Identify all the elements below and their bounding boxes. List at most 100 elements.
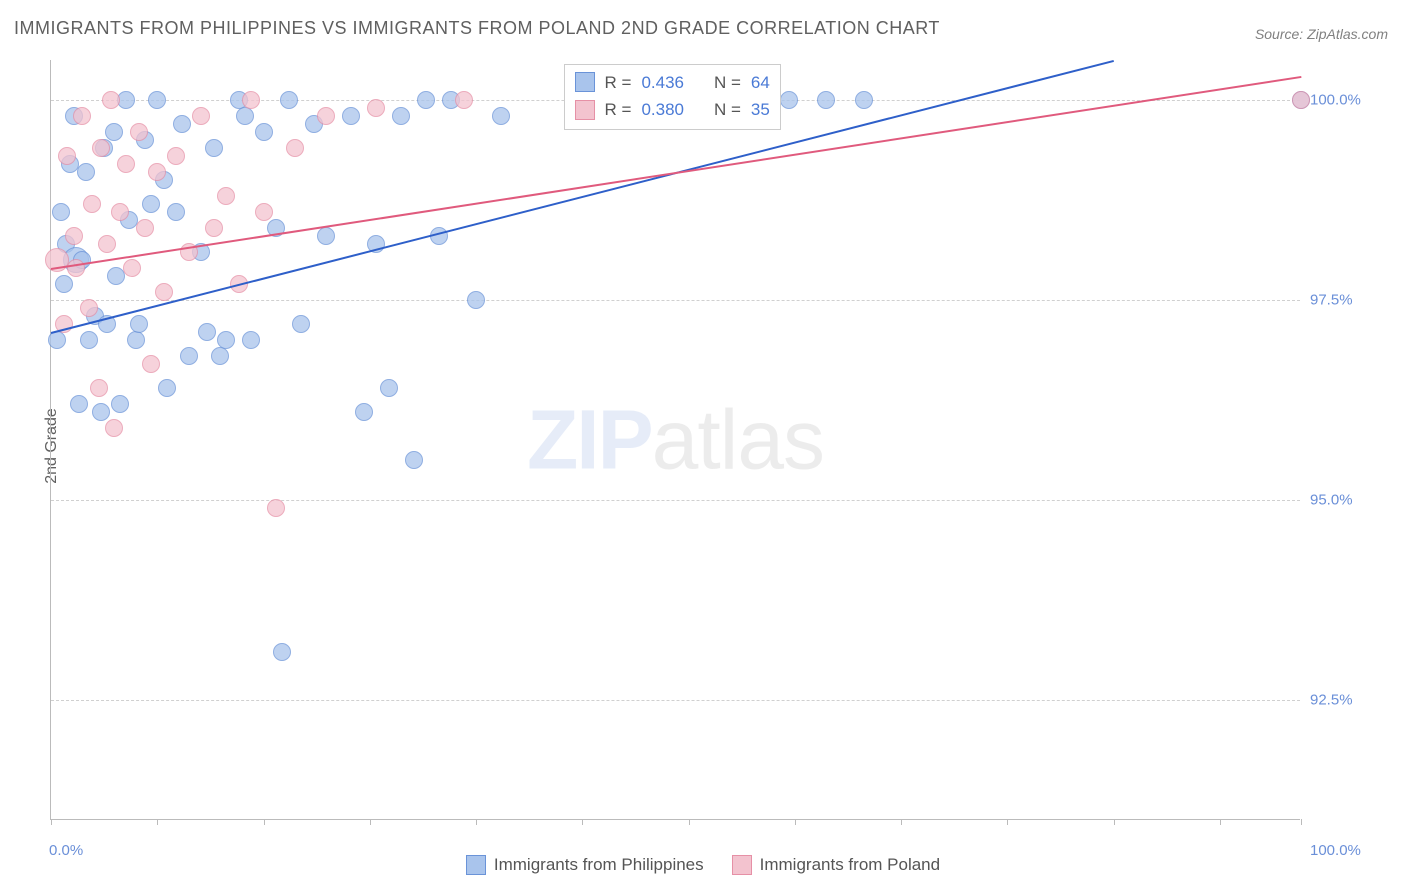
data-point — [198, 323, 216, 341]
legend-r-value: 0.380 — [641, 96, 684, 123]
data-point — [148, 91, 166, 109]
legend-r-value: 0.436 — [641, 69, 684, 96]
x-tick-mark — [582, 819, 583, 825]
data-point — [455, 91, 473, 109]
data-point — [130, 123, 148, 141]
y-tick-label: 100.0% — [1310, 92, 1390, 109]
data-point — [217, 331, 235, 349]
x-tick-mark — [476, 819, 477, 825]
data-point — [280, 91, 298, 109]
data-point — [205, 219, 223, 237]
x-tick-mark — [370, 819, 371, 825]
data-point — [142, 195, 160, 213]
data-point — [380, 379, 398, 397]
data-point — [405, 451, 423, 469]
data-point — [55, 275, 73, 293]
data-point — [467, 291, 485, 309]
data-point — [77, 163, 95, 181]
legend-n-value: 64 — [751, 69, 770, 96]
data-point — [107, 267, 125, 285]
legend-r-label: R = — [605, 69, 632, 96]
legend-bottom: Immigrants from Philippines Immigrants fr… — [0, 855, 1406, 880]
legend-series-name: Immigrants from Poland — [760, 855, 940, 875]
data-point — [286, 139, 304, 157]
data-point — [255, 123, 273, 141]
data-point — [73, 107, 91, 125]
plot-area: ZIPatlas 100.0%97.5%95.0%92.5%0.0%100.0%… — [50, 60, 1300, 820]
y-tick-label: 97.5% — [1310, 292, 1390, 309]
data-point — [155, 283, 173, 301]
chart-container: IMMIGRANTS FROM PHILIPPINES VS IMMIGRANT… — [0, 0, 1406, 892]
data-point — [855, 91, 873, 109]
legend-n-label: N = — [714, 69, 741, 96]
data-point — [292, 315, 310, 333]
legend-swatch — [575, 72, 595, 92]
data-point — [83, 195, 101, 213]
data-point — [111, 203, 129, 221]
data-point — [111, 395, 129, 413]
y-tick-label: 92.5% — [1310, 692, 1390, 709]
data-point — [205, 139, 223, 157]
data-point — [148, 163, 166, 181]
data-point — [123, 259, 141, 277]
data-point — [267, 499, 285, 517]
data-point — [417, 91, 435, 109]
data-point — [167, 147, 185, 165]
source-label: Source: ZipAtlas.com — [1255, 26, 1388, 42]
data-point — [136, 219, 154, 237]
data-point — [342, 107, 360, 125]
x-tick-mark — [795, 819, 796, 825]
data-point — [127, 331, 145, 349]
x-tick-mark — [264, 819, 265, 825]
data-point — [92, 403, 110, 421]
data-point — [167, 203, 185, 221]
x-tick-mark — [1007, 819, 1008, 825]
legend-item: Immigrants from Philippines — [466, 855, 704, 875]
data-point — [58, 147, 76, 165]
data-point — [817, 91, 835, 109]
watermark-atlas: atlas — [652, 392, 824, 486]
data-point — [80, 331, 98, 349]
data-point — [1292, 91, 1310, 109]
x-tick-mark — [1220, 819, 1221, 825]
data-point — [780, 91, 798, 109]
data-point — [255, 203, 273, 221]
data-point — [273, 643, 291, 661]
gridline — [51, 500, 1300, 501]
data-point — [492, 107, 510, 125]
data-point — [105, 123, 123, 141]
gridline — [51, 300, 1300, 301]
data-point — [317, 107, 335, 125]
data-point — [102, 91, 120, 109]
legend-item: Immigrants from Poland — [732, 855, 940, 875]
data-point — [211, 347, 229, 365]
data-point — [117, 155, 135, 173]
x-tick-mark — [51, 819, 52, 825]
watermark: ZIPatlas — [527, 391, 824, 488]
data-point — [130, 315, 148, 333]
data-point — [67, 259, 85, 277]
data-point — [80, 299, 98, 317]
gridline — [51, 700, 1300, 701]
x-tick-mark — [157, 819, 158, 825]
data-point — [355, 403, 373, 421]
data-point — [392, 107, 410, 125]
data-point — [92, 139, 110, 157]
data-point — [90, 379, 108, 397]
data-point — [242, 331, 260, 349]
legend-correlation: R = 0.436 N = 64R =0.380N =35 — [564, 64, 781, 130]
data-point — [180, 347, 198, 365]
data-point — [65, 227, 83, 245]
legend-swatch — [575, 100, 595, 120]
data-point — [236, 107, 254, 125]
legend-series-name: Immigrants from Philippines — [494, 855, 704, 875]
data-point — [217, 187, 235, 205]
legend-n-value: 35 — [751, 96, 770, 123]
data-point — [242, 91, 260, 109]
data-point — [70, 395, 88, 413]
watermark-zip: ZIP — [527, 392, 652, 486]
data-point — [317, 227, 335, 245]
x-tick-mark — [689, 819, 690, 825]
legend-row: R =0.380N =35 — [575, 96, 770, 123]
chart-title: IMMIGRANTS FROM PHILIPPINES VS IMMIGRANT… — [14, 18, 940, 39]
